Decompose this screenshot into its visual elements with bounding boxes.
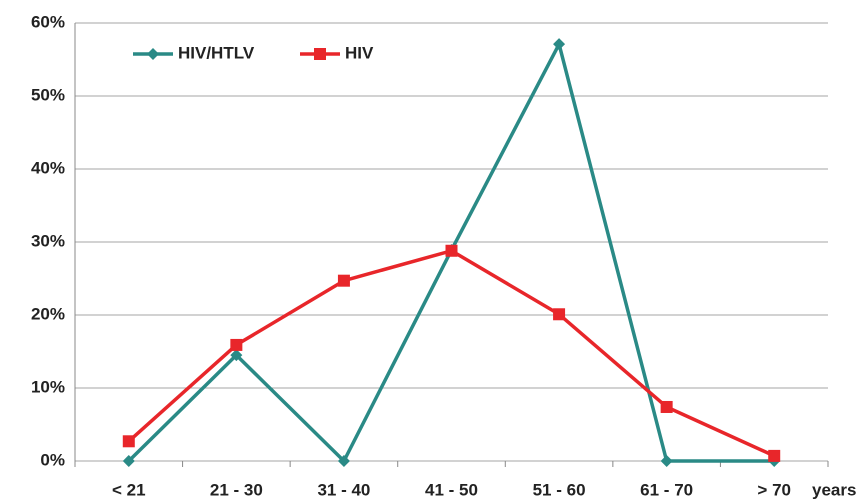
x-tick-label: > 70 bbox=[757, 480, 791, 499]
y-tick-label: 60% bbox=[31, 12, 65, 31]
data-point bbox=[553, 308, 566, 321]
y-tick-label: 50% bbox=[31, 85, 65, 104]
y-tick-label: 20% bbox=[31, 304, 65, 323]
y-tick-label: 40% bbox=[31, 158, 65, 177]
legend-label: HIV bbox=[345, 43, 374, 62]
data-point bbox=[660, 455, 673, 467]
x-tick-label: 51 - 60 bbox=[533, 480, 586, 499]
legend-marker bbox=[314, 48, 326, 60]
data-point bbox=[230, 349, 243, 362]
x-tick-label: 61 - 70 bbox=[640, 480, 693, 499]
x-tick-label: 21 - 30 bbox=[210, 480, 263, 499]
data-point bbox=[768, 449, 781, 462]
legend-label: HIV/HTLV bbox=[178, 43, 255, 62]
data-point bbox=[337, 274, 350, 287]
data-point bbox=[230, 338, 243, 351]
data-point bbox=[445, 244, 458, 257]
x-tick-label: < 21 bbox=[112, 480, 146, 499]
data-point bbox=[122, 455, 135, 467]
data-point bbox=[660, 400, 673, 413]
data-point bbox=[337, 455, 350, 467]
y-tick-label: 30% bbox=[31, 231, 65, 250]
data-point bbox=[553, 38, 566, 51]
x-tick-label: 41 - 50 bbox=[425, 480, 478, 499]
legend-marker bbox=[147, 48, 159, 60]
series-line bbox=[127, 249, 775, 458]
data-point bbox=[122, 435, 135, 448]
y-tick-label: 0% bbox=[40, 450, 65, 469]
x-axis-label: years bbox=[812, 480, 856, 499]
x-tick-label: 31 - 40 bbox=[317, 480, 370, 499]
y-tick-label: 10% bbox=[31, 377, 65, 396]
